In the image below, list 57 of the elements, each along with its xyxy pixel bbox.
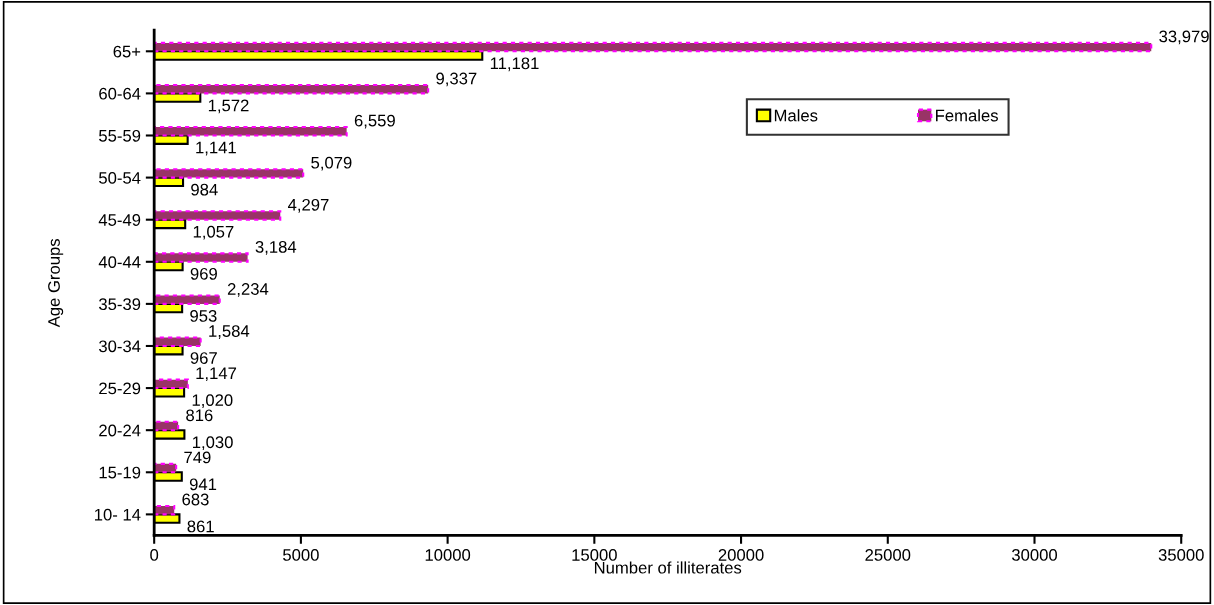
y-tick-label: 20-24 <box>99 424 141 437</box>
data-label: 941 <box>189 478 217 491</box>
data-label: 861 <box>187 520 214 533</box>
x-axis-title: Number of illiterates <box>594 561 742 574</box>
x-tick-label: 20000 <box>718 549 764 561</box>
x-tick-label: 25000 <box>865 549 911 561</box>
bar <box>154 41 1153 53</box>
y-tick-label: 15-19 <box>99 466 141 479</box>
data-label: 683 <box>182 493 209 506</box>
data-label: 1,030 <box>193 436 233 451</box>
data-label: 4,297 <box>287 198 329 213</box>
data-label: 1,057 <box>193 225 234 240</box>
data-label: 9,337 <box>436 72 477 87</box>
legend-label: Males <box>774 109 818 122</box>
bar <box>154 294 221 305</box>
legend-label: Females <box>936 109 998 122</box>
y-tick-label: 25-29 <box>99 382 141 395</box>
data-label: 953 <box>190 310 217 322</box>
data-label: 3,184 <box>255 240 297 255</box>
x-tick-label: 30000 <box>1011 549 1058 561</box>
data-label: 1,572 <box>208 99 249 114</box>
y-tick-label: 50-54 <box>99 171 141 184</box>
bar <box>154 252 249 263</box>
data-label: 1,147 <box>196 367 237 382</box>
data-label: 11,181 <box>490 57 539 72</box>
data-label: 6,559 <box>354 114 395 129</box>
y-axis-title: Age Groups <box>48 238 64 328</box>
bar <box>154 168 305 179</box>
data-label: 749 <box>184 451 211 464</box>
y-tick-label: 40-44 <box>98 256 141 268</box>
y-tick-label: 10- 14 <box>95 508 141 521</box>
data-label: 1,141 <box>196 141 236 156</box>
x-tick-label: 10000 <box>425 549 471 561</box>
x-tick-label: 35000 <box>1158 549 1204 561</box>
data-label: 1,584 <box>209 325 250 339</box>
data-label: 2,234 <box>227 283 269 297</box>
y-tick-label: 60-64 <box>99 87 141 100</box>
y-tick-label: 45-49 <box>98 214 141 226</box>
y-tick-label: 55-59 <box>99 129 141 142</box>
bar <box>154 378 189 390</box>
bar <box>154 83 430 95</box>
bar <box>154 126 348 137</box>
data-label: 984 <box>191 183 218 196</box>
x-tick-label: 0 <box>150 549 159 561</box>
data-label: 967 <box>190 352 217 364</box>
data-label: 1,020 <box>192 394 233 408</box>
bar <box>154 210 282 221</box>
data-label: 33,979 <box>1159 30 1209 45</box>
y-tick-label: 30-34 <box>99 340 141 353</box>
data-label: 816 <box>186 409 213 422</box>
data-label: 5,079 <box>311 156 352 171</box>
y-tick-label: 35-39 <box>99 298 141 311</box>
x-tick-label: 15000 <box>572 549 617 561</box>
y-tick-label: 65+ <box>113 45 141 58</box>
bar <box>154 336 202 348</box>
data-label: 969 <box>190 267 217 280</box>
x-tick-label: 5000 <box>283 549 319 561</box>
